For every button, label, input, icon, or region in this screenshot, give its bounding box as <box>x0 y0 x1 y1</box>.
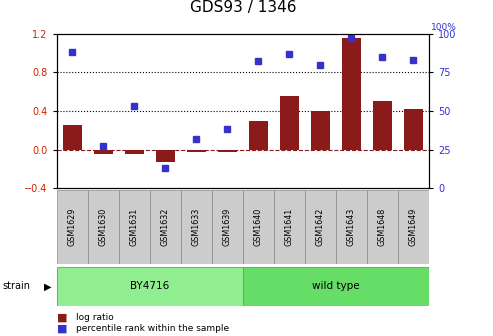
Bar <box>57 267 243 306</box>
Bar <box>311 111 330 150</box>
Bar <box>280 96 299 150</box>
Text: GSM1631: GSM1631 <box>130 208 139 246</box>
Bar <box>367 190 398 264</box>
Bar <box>212 190 243 264</box>
Bar <box>88 190 119 264</box>
Bar <box>274 190 305 264</box>
Text: GSM1633: GSM1633 <box>192 208 201 246</box>
Bar <box>187 150 206 153</box>
Bar <box>243 267 429 306</box>
Text: ■: ■ <box>57 324 67 334</box>
Text: GSM1642: GSM1642 <box>316 208 325 246</box>
Bar <box>398 190 429 264</box>
Text: GSM1641: GSM1641 <box>285 208 294 246</box>
Bar <box>404 109 423 150</box>
Text: GSM1640: GSM1640 <box>254 208 263 246</box>
Bar <box>373 101 391 150</box>
Bar <box>336 190 367 264</box>
Text: GDS93 / 1346: GDS93 / 1346 <box>189 0 296 15</box>
Bar <box>94 150 112 154</box>
Text: ▶: ▶ <box>44 282 52 291</box>
Bar <box>243 190 274 264</box>
Text: GSM1643: GSM1643 <box>347 208 356 246</box>
Text: log ratio: log ratio <box>76 313 114 322</box>
Text: 100%: 100% <box>431 23 457 32</box>
Text: GSM1630: GSM1630 <box>99 208 108 246</box>
Bar <box>125 150 143 154</box>
Text: GSM1632: GSM1632 <box>161 208 170 246</box>
Text: BY4716: BY4716 <box>130 282 170 291</box>
Text: GSM1629: GSM1629 <box>68 208 77 246</box>
Text: GSM1649: GSM1649 <box>409 208 418 246</box>
Bar <box>218 150 237 153</box>
Text: percentile rank within the sample: percentile rank within the sample <box>76 324 230 333</box>
Bar <box>181 190 212 264</box>
Text: strain: strain <box>2 282 31 291</box>
Text: GSM1639: GSM1639 <box>223 208 232 246</box>
Bar <box>342 38 361 150</box>
Bar <box>119 190 150 264</box>
Text: wild type: wild type <box>312 282 360 291</box>
Bar <box>305 190 336 264</box>
Text: ■: ■ <box>57 312 67 323</box>
Bar <box>156 150 175 162</box>
Bar <box>249 121 268 150</box>
Text: GSM1648: GSM1648 <box>378 208 387 246</box>
Bar <box>63 125 81 150</box>
Bar <box>150 190 181 264</box>
Bar <box>57 190 88 264</box>
